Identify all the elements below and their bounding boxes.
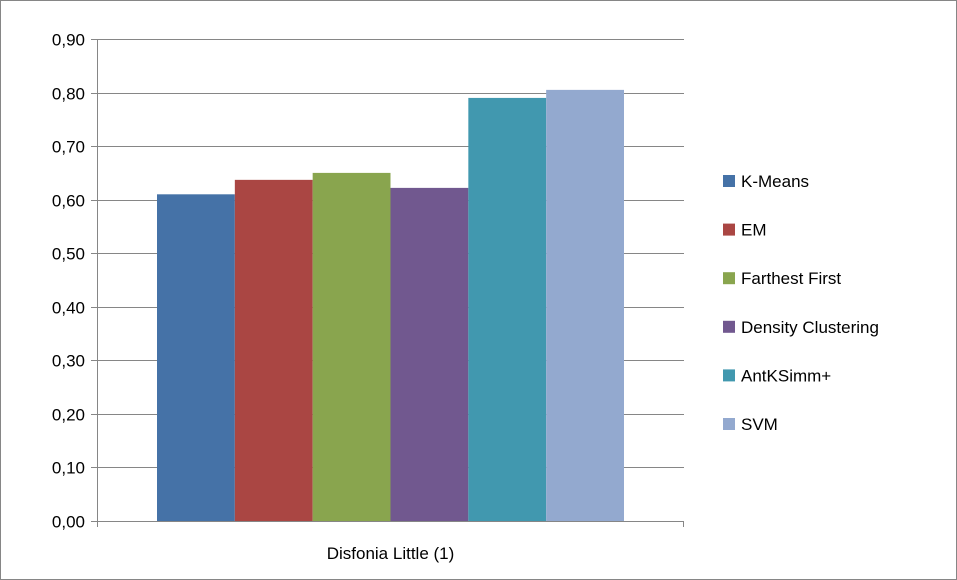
legend-label: K-Means — [741, 172, 809, 191]
bar-k-means — [157, 194, 235, 522]
legend-swatch — [723, 320, 735, 333]
y-tick-label: 0,80 — [52, 85, 85, 104]
bar-svm — [546, 89, 624, 521]
bar-density-clustering — [390, 187, 469, 521]
y-tick-label: 0,50 — [52, 245, 85, 264]
y-tick-label: 0,60 — [52, 192, 85, 211]
bar-em — [234, 179, 313, 521]
legend-label: AntKSimm+ — [741, 366, 831, 385]
bars — [157, 89, 624, 522]
bar-antksimm- — [468, 97, 547, 522]
y-tick-label: 0,10 — [52, 459, 85, 478]
y-tick-labels: 0,00 0,10 0,20 0,30 0,40 0,50 0,60 0,70 0,80 0,90 — [52, 31, 85, 532]
legend-label: EM — [741, 221, 767, 240]
bar-farthest-first — [312, 172, 391, 521]
y-tick-label: 0,20 — [52, 406, 85, 425]
legend-label: Density Clustering — [741, 318, 879, 337]
y-tick-label: 0,70 — [52, 138, 85, 157]
legend-label: Farthest First — [741, 269, 841, 288]
x-category-label: Disfonia Little (1) — [327, 544, 455, 563]
legend-swatch — [723, 369, 735, 382]
y-tick-label: 0,40 — [52, 299, 85, 318]
legend-swatch — [723, 223, 735, 236]
legend: K-Means EM Farthest First Density Clusterin… — [723, 172, 879, 434]
legend-swatch — [723, 175, 735, 187]
y-tick-label: 0,30 — [52, 352, 85, 371]
legend-swatch — [723, 272, 735, 285]
y-tick-label: 0,90 — [52, 31, 85, 50]
axes — [91, 39, 684, 527]
legend-swatch — [723, 418, 735, 430]
y-tick-label: 0,00 — [52, 513, 85, 532]
x-category-labels: Disfonia Little (1) — [327, 544, 455, 563]
legend-label: SVM — [741, 415, 778, 434]
